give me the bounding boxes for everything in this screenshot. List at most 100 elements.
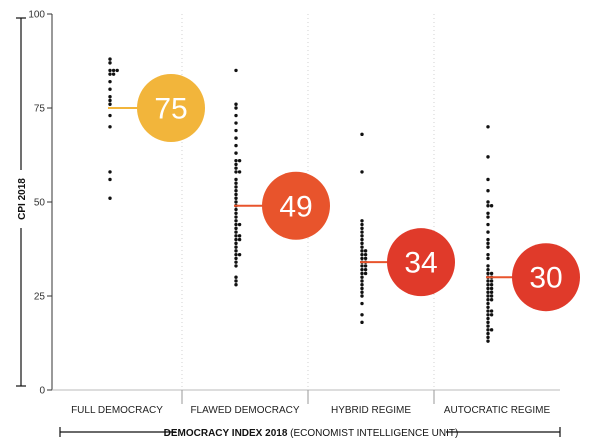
data-point bbox=[486, 245, 490, 249]
data-point bbox=[486, 237, 490, 242]
data-point bbox=[108, 95, 112, 99]
category-label: HYBRID REGIME bbox=[331, 405, 411, 416]
data-point bbox=[234, 151, 238, 155]
data-point bbox=[486, 283, 490, 287]
data-point bbox=[360, 245, 364, 249]
data-point bbox=[111, 72, 116, 76]
data-point bbox=[234, 219, 238, 223]
data-point bbox=[234, 143, 238, 148]
data-point bbox=[360, 313, 364, 317]
data-point bbox=[486, 335, 490, 340]
data-point bbox=[108, 68, 112, 73]
data-point bbox=[360, 271, 364, 276]
data-point bbox=[108, 72, 112, 76]
data-point bbox=[360, 237, 364, 242]
data-point bbox=[111, 68, 116, 73]
data-point bbox=[486, 264, 490, 268]
data-point bbox=[489, 271, 494, 276]
data-point bbox=[486, 271, 490, 276]
data-point bbox=[360, 132, 364, 137]
data-point bbox=[234, 252, 238, 257]
data-point bbox=[234, 68, 238, 73]
data-point bbox=[234, 113, 238, 118]
data-point bbox=[234, 226, 238, 231]
data-point bbox=[115, 68, 119, 73]
data-point bbox=[234, 136, 238, 140]
data-point bbox=[363, 264, 368, 268]
data-point bbox=[234, 102, 238, 106]
data-point bbox=[360, 275, 364, 279]
data-point bbox=[489, 286, 494, 291]
data-point bbox=[234, 207, 238, 212]
data-point bbox=[360, 219, 364, 223]
data-point bbox=[486, 328, 490, 332]
data-point bbox=[360, 249, 364, 253]
data-point bbox=[360, 264, 364, 268]
data-point bbox=[237, 222, 242, 227]
data-point bbox=[108, 113, 112, 118]
data-point bbox=[234, 249, 238, 253]
data-point bbox=[489, 283, 494, 287]
data-point bbox=[108, 102, 112, 106]
data-point bbox=[108, 79, 112, 84]
data-point bbox=[360, 170, 364, 174]
y-tick-label: 50 bbox=[34, 198, 46, 209]
x-axis-title: DEMOCRACY INDEX 2018 (ECONOMIST INTELLIG… bbox=[164, 428, 459, 439]
data-point bbox=[360, 290, 364, 294]
data-point bbox=[486, 305, 490, 309]
data-point bbox=[486, 320, 490, 325]
data-point bbox=[234, 106, 238, 110]
data-point bbox=[108, 170, 112, 174]
data-point bbox=[234, 260, 238, 264]
average-circle bbox=[387, 228, 455, 297]
y-tick-label: 0 bbox=[39, 386, 45, 397]
data-point bbox=[234, 192, 238, 197]
y-axis: 0 25 50 75 100 CPI 2018 bbox=[16, 10, 53, 397]
data-point bbox=[234, 166, 238, 170]
data-point bbox=[360, 286, 364, 291]
data-point bbox=[234, 211, 238, 215]
category-label: AUTOCRATIC REGIME bbox=[444, 405, 551, 416]
y-tick-label: 100 bbox=[28, 10, 45, 21]
average-label: 30 bbox=[529, 262, 562, 295]
category-label: FLAWED DEMOCRACY bbox=[190, 405, 299, 416]
data-point bbox=[486, 313, 490, 317]
category-label: FULL DEMOCRACY bbox=[71, 405, 163, 416]
data-point bbox=[360, 320, 364, 325]
average-label: 75 bbox=[154, 93, 187, 126]
data-point bbox=[108, 177, 112, 182]
data-point bbox=[108, 196, 112, 200]
x-axis-title-rest: (ECONOMIST INTELLIGENCE UNIT) bbox=[287, 428, 458, 439]
data-point bbox=[489, 204, 494, 208]
data-point bbox=[108, 98, 112, 103]
data-point bbox=[489, 294, 494, 298]
data-point bbox=[234, 234, 238, 238]
data-point bbox=[108, 87, 112, 91]
x-axis-title-bold: DEMOCRACY INDEX 2018 bbox=[164, 428, 288, 439]
data-point bbox=[360, 279, 364, 283]
data-point bbox=[237, 158, 242, 163]
data-point bbox=[234, 177, 238, 182]
data-point bbox=[360, 222, 364, 227]
data-point bbox=[489, 290, 494, 294]
data-point bbox=[363, 249, 368, 253]
data-point bbox=[486, 316, 490, 321]
data-point bbox=[486, 256, 490, 261]
data-point bbox=[360, 256, 364, 261]
data-point bbox=[360, 226, 364, 231]
y-ticks: 0 25 50 75 100 bbox=[28, 10, 52, 397]
y-tick-label: 75 bbox=[34, 104, 46, 115]
average-label: 49 bbox=[279, 190, 312, 223]
data-point bbox=[486, 155, 490, 159]
data-point bbox=[234, 185, 238, 189]
data-point bbox=[486, 298, 490, 302]
data-point bbox=[234, 275, 238, 279]
data-point bbox=[360, 301, 364, 306]
data-point bbox=[486, 215, 490, 219]
data-point bbox=[363, 267, 368, 272]
data-point bbox=[489, 279, 494, 283]
data-point bbox=[234, 256, 238, 261]
data-point bbox=[360, 283, 364, 287]
data-point bbox=[108, 125, 112, 129]
